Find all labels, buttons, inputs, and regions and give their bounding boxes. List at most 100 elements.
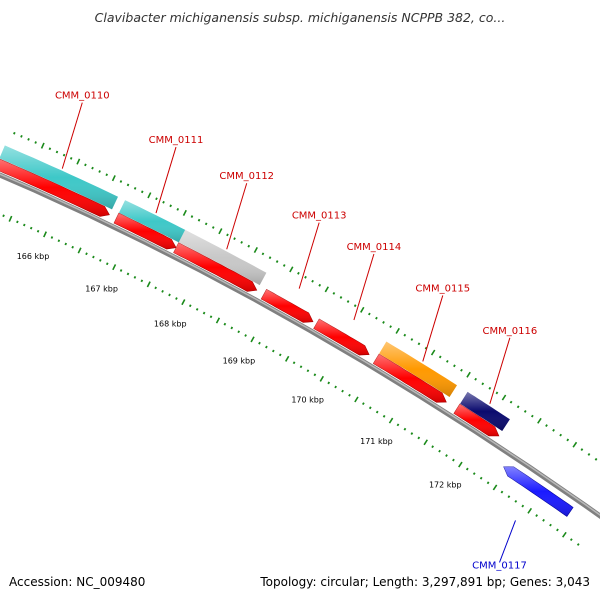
- outer-tick: [552, 428, 555, 432]
- inner-tick: [306, 369, 310, 373]
- inner-tick: [202, 311, 206, 315]
- outer-tick: [453, 364, 456, 368]
- inner-tick: [388, 417, 394, 424]
- outer-tick: [580, 448, 584, 452]
- inner-tick: [105, 262, 109, 266]
- inner-tick: [50, 236, 54, 239]
- inner-tick: [188, 304, 192, 308]
- kbp-labels: 166 kbp 167 kbp 168 kbp 169 kbp 170 kbp 171 k…: [17, 252, 462, 489]
- inner-tick: [535, 514, 538, 517]
- gene-label[interactable]: CMM_0111: [149, 135, 204, 146]
- inner-tick: [423, 439, 428, 446]
- feature-shade: [178, 229, 267, 286]
- outer-tick: [545, 424, 548, 427]
- inner-tick: [43, 231, 47, 238]
- outer-tick: [247, 244, 251, 248]
- outer-tick: [275, 260, 279, 263]
- gene-leader-line: [422, 295, 444, 362]
- outer-tick: [62, 153, 66, 157]
- gene-label[interactable]: CMM_0114: [347, 242, 402, 253]
- outer-tick: [360, 306, 365, 313]
- backbone-track: [0, 172, 600, 520]
- gene-label[interactable]: CMM_0112: [219, 171, 274, 182]
- outer-tick: [84, 163, 87, 167]
- outer-tick: [147, 192, 152, 199]
- outer-tick: [155, 197, 158, 201]
- outer-tick: [190, 215, 194, 218]
- cds-shade: [114, 213, 177, 250]
- outer-tick: [133, 186, 137, 190]
- kbp-label: 168 kbp: [154, 319, 187, 328]
- inner-tick: [126, 272, 130, 276]
- inner-tick: [458, 461, 463, 468]
- gene-leader-line: [226, 183, 248, 250]
- kbp-label: 167 kbp: [85, 285, 118, 294]
- inner-tick: [341, 389, 344, 393]
- inner-tick: [556, 528, 559, 532]
- outer-tick: [111, 175, 116, 182]
- inner-tick: [348, 393, 351, 397]
- outer-tick: [304, 275, 307, 279]
- inner-tick: [362, 402, 365, 406]
- outer-tick: [430, 349, 436, 356]
- outer-tick: [368, 312, 371, 316]
- outer-tick: [537, 417, 542, 424]
- inner-tick: [527, 507, 533, 514]
- outer-tick: [495, 391, 499, 395]
- outer-tick: [559, 433, 563, 437]
- cds-shade: [261, 289, 313, 323]
- outer-tick: [353, 304, 357, 308]
- inner-tick: [23, 223, 26, 227]
- inner-tick: [319, 375, 324, 382]
- inner-tick: [161, 289, 164, 293]
- outer-tick: [332, 291, 336, 295]
- outer-tick: [445, 359, 449, 363]
- outer-tick: [530, 414, 534, 418]
- gene-leader-line: [499, 520, 516, 563]
- gene-label[interactable]: CMM_0117: [472, 560, 527, 571]
- inner-tick: [133, 275, 137, 279]
- inner-tick: [168, 293, 171, 297]
- outer-tick: [474, 377, 478, 381]
- inner-tick: [445, 454, 448, 457]
- outer-tick: [403, 333, 407, 337]
- gene-label[interactable]: CMM_0115: [415, 283, 470, 294]
- outer-tick: [126, 183, 130, 187]
- inner-tick: [181, 299, 186, 306]
- outer-tick: [395, 327, 400, 334]
- outer-tick: [289, 266, 294, 273]
- inner-tick: [549, 523, 552, 527]
- cds-shade: [503, 466, 574, 517]
- outer-tick: [438, 355, 442, 359]
- outer-tick: [34, 141, 37, 144]
- outer-tick: [417, 342, 421, 346]
- inner-tick: [465, 467, 469, 471]
- inner-tick: [479, 476, 483, 480]
- inner-tick: [521, 504, 525, 508]
- outer-tick: [509, 400, 513, 404]
- gene-leader-line: [298, 222, 320, 289]
- inner-tick: [71, 245, 74, 249]
- inner-tick: [569, 538, 573, 542]
- inner-tick: [292, 361, 296, 365]
- outer-tick: [20, 134, 23, 138]
- inner-tick: [410, 432, 414, 435]
- gene-labels: CMM_0110 CMM_0111 CMM_0112 CMM_0113 CMM_0114…: [55, 91, 537, 572]
- outer-tick: [324, 286, 329, 293]
- inner-tick: [403, 427, 407, 431]
- inner-tick: [452, 458, 455, 462]
- outer-tick: [204, 222, 208, 226]
- outer-tick: [466, 371, 471, 378]
- inner-tick: [514, 499, 518, 503]
- outer-tick: [594, 457, 598, 461]
- outer-tick: [91, 166, 94, 170]
- gene-label[interactable]: CMM_0110: [55, 91, 110, 102]
- gene-label[interactable]: CMM_0116: [483, 326, 538, 337]
- kbp-label: 172 kbp: [429, 481, 462, 490]
- inner-tick: [57, 239, 61, 243]
- gene-label[interactable]: CMM_0113: [292, 211, 347, 222]
- outer-tick: [27, 138, 30, 141]
- outer-tick: [318, 283, 322, 287]
- inner-tick: [215, 317, 221, 324]
